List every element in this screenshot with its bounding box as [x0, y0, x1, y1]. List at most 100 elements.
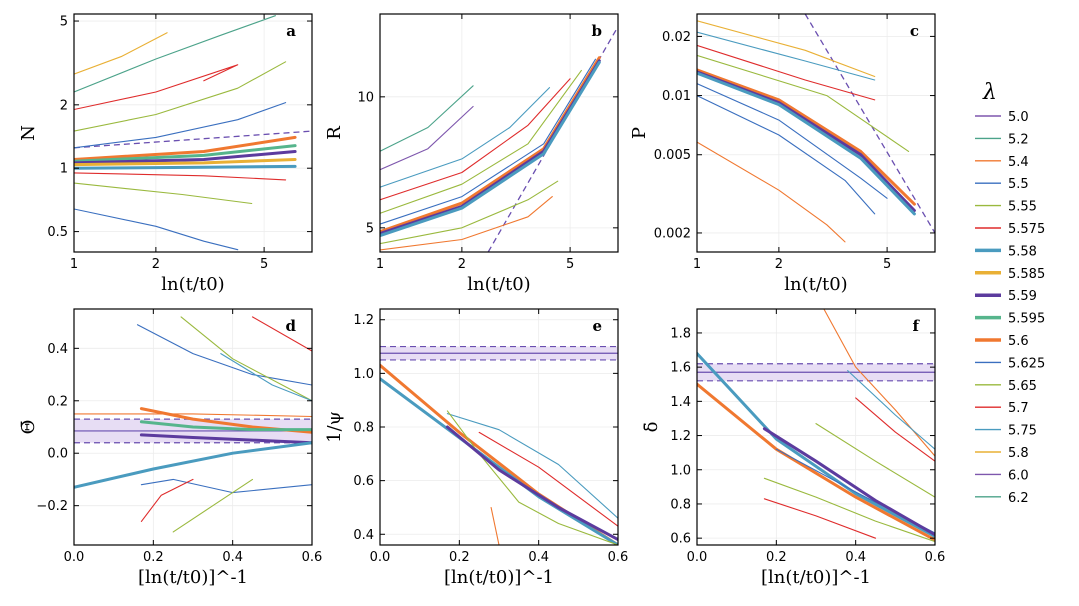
y-tick-label: 0.4: [47, 342, 68, 357]
legend-label: 5.55: [1008, 200, 1037, 215]
x-tick-label: 0.0: [687, 550, 708, 565]
x-tick-label: 0.6: [608, 550, 629, 565]
guide-line: [804, 14, 935, 234]
legend-item: 5.59: [975, 289, 1037, 304]
x-axis-label: ln(t/t0): [467, 274, 530, 295]
legend-label: 5.5: [1008, 177, 1029, 192]
x-tick-label: 5: [566, 257, 574, 272]
x-axis-label: [ln(t/t0)]^-1: [444, 567, 554, 588]
y-tick-label: 0.4: [353, 528, 374, 543]
series-lambda-5-55: [180, 316, 312, 402]
panel-letter: b: [592, 22, 603, 40]
series-lambda-5-58: [697, 352, 935, 538]
legend-item: 5.8: [975, 446, 1029, 461]
plot-area-c: [697, 14, 935, 243]
x-tick-label: 5: [260, 257, 268, 272]
y-axis-label: Θ̄: [18, 420, 39, 435]
legend-label: 5.4: [1008, 155, 1029, 170]
series-lambda-5-5: [136, 324, 312, 386]
legend-label: 6.0: [1008, 468, 1029, 483]
legend-item: 5.4: [975, 155, 1029, 170]
panel-d: 0.0 0.2 0.4 0.6 −0.2 0.0 0.2 0.4 d [ln(t/t0)]^-1 Θ…: [18, 308, 322, 588]
legend-label: 5.625: [1008, 356, 1045, 371]
series-lambda-5-55: [74, 182, 253, 205]
legend-label: 5.2: [1008, 132, 1029, 147]
series-lambda-5-75: [697, 31, 876, 81]
y-tick-label: 1.0: [353, 367, 374, 382]
series-lambda-5-6: [380, 56, 601, 234]
legend-label: 5.585: [1008, 267, 1045, 282]
series-lambda-5-55: [380, 180, 559, 245]
panel-c: 1 2 5 0.002 0.005 0.01 0.02 c ln(t/t0) P: [629, 13, 936, 295]
series-lambda-5-4: [490, 506, 500, 545]
y-axis-label: R: [324, 126, 345, 140]
legend-label: 5.8: [1008, 446, 1029, 461]
series-lambda-5-59: [74, 150, 297, 165]
x-axis-label: [ln(t/t0)]^-1: [138, 567, 248, 588]
series-lambda-5-7: [478, 431, 618, 527]
legend: λ 5.0 5.2 5.4 5.5 5.55 5.575 5.58 5.585 5.59 5.595…: [975, 80, 1045, 506]
legend-item: 5.625: [975, 356, 1045, 371]
series-lambda-6-0: [380, 105, 474, 171]
series-lambda-5-59: [139, 433, 312, 445]
series-lambda-5-575: [74, 172, 287, 181]
panel-e: 0.0 0.2 0.4 0.6 0.4 0.6 0.8 1.0 1.2 e [ln(t/t0)]^-…: [324, 308, 629, 588]
legend-item: 5.585: [975, 267, 1045, 282]
series-lambda-6-2: [380, 85, 474, 152]
x-tick-label: 1: [70, 257, 78, 272]
x-tick-label: 5: [883, 257, 891, 272]
y-tick-label: 1.2: [353, 313, 374, 328]
legend-item: 5.5: [975, 177, 1029, 192]
series-lambda-5-58: [74, 164, 297, 170]
legend-label: 5.59: [1008, 289, 1037, 304]
series-lambda-5-625: [140, 478, 312, 494]
legend-label: 5.65: [1008, 379, 1037, 394]
legend-item: 5.575: [975, 222, 1045, 237]
series-lambda-5-625: [697, 83, 888, 199]
series-lambda-5-595: [74, 144, 297, 163]
legend-item: 6.0: [975, 468, 1029, 483]
series-lambda-5-59: [762, 427, 935, 537]
plot-area-a: [74, 15, 312, 251]
legend-title: λ: [982, 80, 997, 105]
y-tick-label: 1.0: [670, 463, 691, 478]
x-tick-label: 1: [693, 257, 701, 272]
series-lambda-5-6: [697, 68, 916, 206]
legend-label: 5.58: [1008, 244, 1037, 259]
panel-letter: a: [286, 22, 296, 40]
x-axis-label: ln(t/t0): [784, 274, 847, 295]
x-tick-label: 0.6: [925, 550, 946, 565]
series-lambda-5-58: [380, 60, 601, 238]
series-lambda-5-7: [855, 397, 935, 462]
series-lambda-5-4: [380, 196, 553, 251]
x-tick-label: 2: [775, 257, 783, 272]
legend-item: 5.55: [975, 200, 1037, 215]
x-tick-label: 0.4: [528, 550, 549, 565]
y-tick-label: 1.2: [670, 429, 691, 444]
y-tick-label: 0.0: [47, 447, 68, 462]
x-tick-label: 2: [152, 257, 160, 272]
legend-label: 5.7: [1008, 401, 1029, 416]
y-tick-label: −0.2: [36, 499, 68, 514]
series-lambda-5-625: [74, 102, 287, 149]
x-axis-label: [ln(t/t0)]^-1: [761, 567, 871, 588]
series-lambda-5-7: [74, 64, 239, 111]
legend-item: 5.75: [975, 424, 1037, 439]
y-axis-label: 1/ψ: [324, 411, 345, 443]
series-lambda-5-8: [74, 32, 168, 75]
panel-letter: c: [910, 22, 919, 40]
panel-letter: f: [913, 317, 921, 335]
y-tick-label: 0.002: [654, 226, 691, 241]
legend-item: 5.65: [975, 379, 1037, 394]
legend-label: 6.2: [1008, 491, 1029, 506]
x-tick-label: 0.2: [449, 550, 470, 565]
axes-frame: [379, 13, 619, 253]
series-lambda-5-65: [380, 69, 582, 214]
series-lambda-5-55: [446, 410, 618, 545]
y-tick-label: 0.6: [670, 532, 691, 547]
panel-letter: d: [286, 317, 297, 335]
legend-item: 5.58: [975, 244, 1037, 259]
legend-item: 5.7: [975, 401, 1029, 416]
y-axis-label: N: [18, 125, 39, 141]
